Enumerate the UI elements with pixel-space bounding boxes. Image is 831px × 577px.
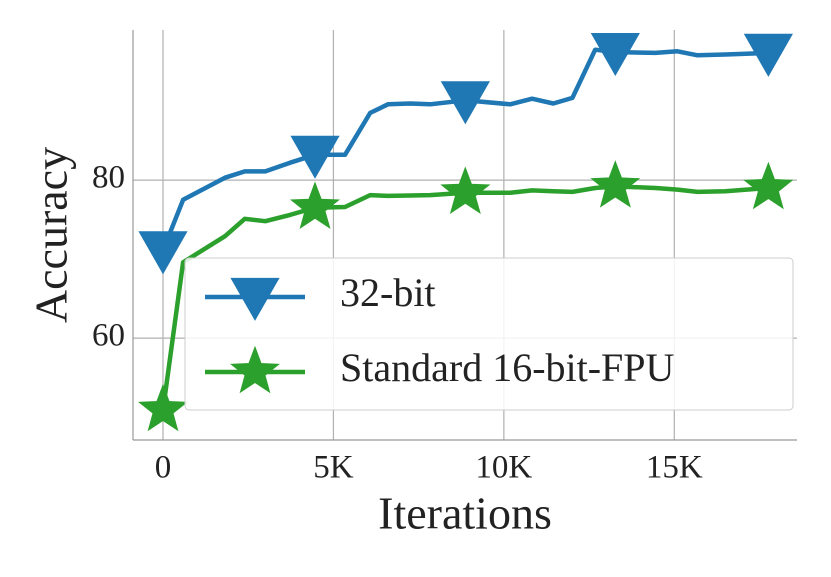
legend-label: 32-bit xyxy=(340,270,436,315)
legend-label: Standard 16-bit-FPU xyxy=(340,345,675,390)
x-tick-label: 0 xyxy=(155,450,172,486)
marker xyxy=(590,33,640,77)
marker xyxy=(743,161,794,210)
y-tick-label: 60 xyxy=(92,318,125,354)
marker xyxy=(590,160,641,208)
series-line xyxy=(160,47,769,252)
x-tick-label: 5K xyxy=(313,450,354,486)
marker xyxy=(138,231,188,275)
legend: 32-bit Standard 16-bit-FPU xyxy=(184,257,794,411)
legend-marker xyxy=(230,345,280,394)
series-line xyxy=(160,184,769,411)
x-axis-label: Iterations xyxy=(378,488,552,539)
marker xyxy=(440,166,491,214)
legend-marker xyxy=(230,277,280,321)
x-tick-label: 10K xyxy=(475,450,532,486)
y-axis-label: Accuracy xyxy=(26,147,77,323)
x-tick-label: 15K xyxy=(646,450,703,486)
marker xyxy=(138,383,188,432)
y-tick-label: 80 xyxy=(92,160,125,196)
marker xyxy=(290,135,340,179)
legend-box xyxy=(184,257,794,411)
marker xyxy=(440,81,490,125)
marker xyxy=(290,181,340,229)
marker xyxy=(743,33,793,77)
